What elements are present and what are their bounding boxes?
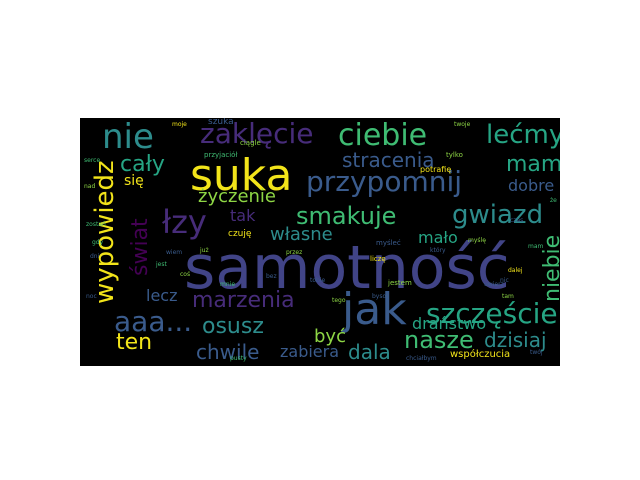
word: mało xyxy=(418,228,458,247)
word: przypomnij xyxy=(306,165,463,198)
word: osusz xyxy=(202,314,264,339)
word: dzisiaj xyxy=(484,328,547,352)
word: zostań xyxy=(86,221,106,228)
word: serce xyxy=(84,157,101,164)
word: chwile xyxy=(196,340,260,364)
word: smakuje xyxy=(296,202,397,230)
word: wypowiedz xyxy=(90,160,120,304)
word: jestem xyxy=(388,279,412,287)
word: twój xyxy=(530,349,543,356)
word: tobie xyxy=(310,277,326,284)
word: własne xyxy=(270,224,333,245)
word: stracenia xyxy=(342,148,435,172)
word: bez xyxy=(266,273,277,280)
word: ten xyxy=(116,330,153,355)
word: potrafię xyxy=(420,165,452,174)
word: współczucia xyxy=(450,349,511,360)
word: myśleć xyxy=(376,239,401,247)
word: cały xyxy=(120,152,165,177)
word: dala xyxy=(348,340,391,364)
word: coś xyxy=(180,271,191,278)
word: mnie xyxy=(220,281,236,288)
word: tak xyxy=(230,206,256,225)
word: przez xyxy=(286,249,303,256)
word: nad xyxy=(84,183,96,190)
word: gwiazd xyxy=(452,200,544,230)
word: dni xyxy=(90,253,100,260)
word: draństwo xyxy=(412,314,487,333)
word: tylko xyxy=(446,151,463,159)
word: suka xyxy=(190,150,293,201)
word: mamy xyxy=(506,152,560,177)
word: ciebie xyxy=(338,118,428,153)
word: czas xyxy=(510,217,524,224)
word: ciągle xyxy=(240,139,261,147)
word: szczęście xyxy=(426,297,558,330)
word: przyjaciół xyxy=(204,151,238,159)
word: się xyxy=(124,173,144,189)
word: samotność xyxy=(184,233,510,303)
word: zabiera xyxy=(280,342,340,361)
word: lećmy xyxy=(486,120,560,150)
word: myślę xyxy=(468,237,486,244)
word: świat xyxy=(128,218,153,276)
word: noc xyxy=(86,293,97,300)
word: twoje xyxy=(454,121,471,128)
word: życzenie xyxy=(198,186,277,207)
word: liczę xyxy=(370,255,386,263)
word: być xyxy=(314,326,346,347)
word: zaklęcie xyxy=(200,118,314,150)
word: gdy xyxy=(92,239,104,246)
word: marzenia xyxy=(192,288,295,313)
word: tego xyxy=(332,297,346,304)
word: moje xyxy=(172,121,187,128)
word: lecz xyxy=(146,286,178,305)
word-cloud: samotność jak suka nie ciebie przypomnij… xyxy=(80,118,560,366)
word: aaa... xyxy=(114,305,193,338)
word: nie xyxy=(102,118,154,157)
word: pusty xyxy=(230,355,247,362)
word: chciałbym xyxy=(406,355,437,362)
word: wiem xyxy=(166,249,183,256)
word: jest xyxy=(156,261,167,268)
word: nic xyxy=(500,277,509,284)
word: jak xyxy=(342,284,407,335)
word: dobre xyxy=(508,176,555,195)
word: nasze xyxy=(404,326,474,354)
word: mam xyxy=(528,243,544,250)
word: szuka xyxy=(208,118,234,127)
word: który xyxy=(430,247,446,254)
word: już xyxy=(200,247,209,254)
word: uwierz xyxy=(484,281,504,288)
word: dalej xyxy=(508,267,523,274)
word: tam xyxy=(502,293,514,300)
word: że xyxy=(550,197,557,204)
word: byso xyxy=(372,293,387,300)
word: łzy xyxy=(162,203,207,241)
word: czuję xyxy=(228,229,252,239)
word: niebie xyxy=(540,234,560,302)
